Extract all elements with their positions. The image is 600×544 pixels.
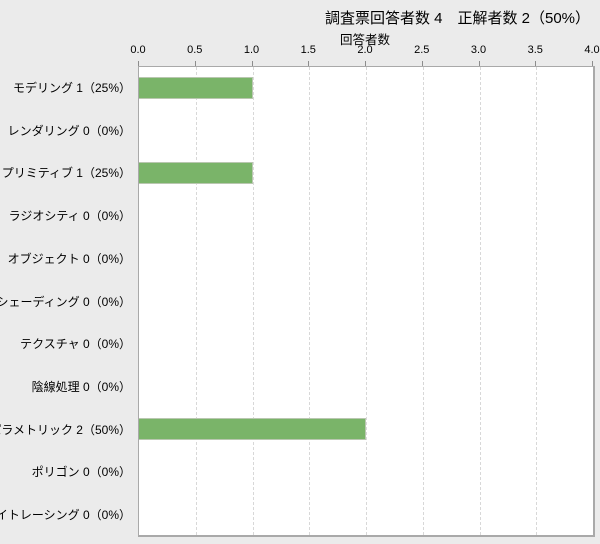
- chart-title: 調査票回答者数 4 正解者数 2（50%）: [324, 10, 590, 27]
- gridline: [422, 67, 424, 535]
- category-label-テクスチャ: テクスチャ 0（0%）: [20, 337, 131, 352]
- gridline: [536, 67, 538, 535]
- x-tick-label: 0.5: [187, 44, 203, 56]
- x-tick-mark: [251, 61, 253, 66]
- x-tick-mark: [308, 61, 310, 66]
- chart-row-7: [139, 322, 593, 365]
- gridline: [479, 67, 481, 535]
- x-tick-label: 2.0: [357, 44, 373, 56]
- bar-パラメトリック: [139, 417, 366, 440]
- x-tick-label: 2.5: [414, 44, 430, 56]
- x-tick-label: 0.0: [130, 44, 146, 56]
- x-axis-title: 回答者数: [339, 33, 390, 47]
- x-tick-mark: [535, 61, 537, 66]
- chart-row-3: [139, 152, 593, 195]
- category-label-ラジオシティ: ラジオシティ 0（0%）: [8, 209, 131, 224]
- category-label-パラメトリック: パラメトリック 2（50%）: [0, 422, 131, 437]
- x-tick-mark: [365, 61, 366, 66]
- category-label-シェーディング: シェーディング 0（0%）: [0, 294, 131, 309]
- chart-row-6: [139, 280, 593, 323]
- plot-area: [138, 66, 595, 537]
- x-tick-mark: [592, 61, 593, 66]
- category-label-オブジェクト: オブジェクト 0（0%）: [7, 251, 131, 266]
- category-label-陰線処理: 陰線処理 0（0%）: [31, 380, 131, 394]
- x-tick-mark: [138, 61, 139, 66]
- chart-row-5: [139, 237, 593, 280]
- gridline: [309, 67, 311, 535]
- chart-row-8: [139, 365, 593, 408]
- category-label-プリミティブ: プリミティブ 1（25%）: [1, 166, 131, 181]
- x-tick-mark: [194, 61, 196, 66]
- x-tick-mark: [421, 61, 423, 66]
- gridline: [195, 67, 197, 535]
- bar-モデリング: [139, 77, 253, 100]
- x-axis-tick-labels: 0.0 0.5 1.0 1.5 2.0 2.5 3.0 3.5 4.0: [130, 44, 599, 58]
- gridline: [366, 67, 367, 535]
- chart-row-9: [139, 407, 593, 450]
- y-axis-category-labels: モデリング 1（25%） レンダリング 0（0%） プリミティブ 1（25%） ラジオ…: [0, 66, 131, 536]
- x-tick-label: 4.0: [584, 44, 600, 56]
- category-label-ポリゴン: ポリゴン 0（0%）: [31, 465, 131, 480]
- chart-row-11: [139, 492, 593, 535]
- category-label-レイトレーシング: レイトレーシング 0（0%）: [0, 508, 131, 523]
- gridline: [252, 67, 254, 535]
- category-label-レンダリング: レンダリング 0（0%）: [7, 123, 131, 138]
- chart-row-1: [139, 67, 593, 110]
- category-label-モデリング: モデリング 1（25%）: [12, 80, 131, 95]
- x-tick-label: 1.0: [243, 44, 260, 56]
- x-tick-label: 1.5: [300, 44, 316, 56]
- x-tick-label: 3.5: [527, 44, 543, 56]
- x-tick-label: 3.0: [470, 44, 487, 56]
- chart-row-4: [139, 195, 593, 238]
- chart-row-10: [139, 450, 593, 493]
- x-axis-tick-marks: [138, 61, 593, 66]
- bar-プリミティブ: [139, 162, 253, 185]
- bar-rows: [139, 67, 593, 535]
- chart-row-2: [139, 110, 593, 153]
- x-tick-mark: [478, 61, 480, 66]
